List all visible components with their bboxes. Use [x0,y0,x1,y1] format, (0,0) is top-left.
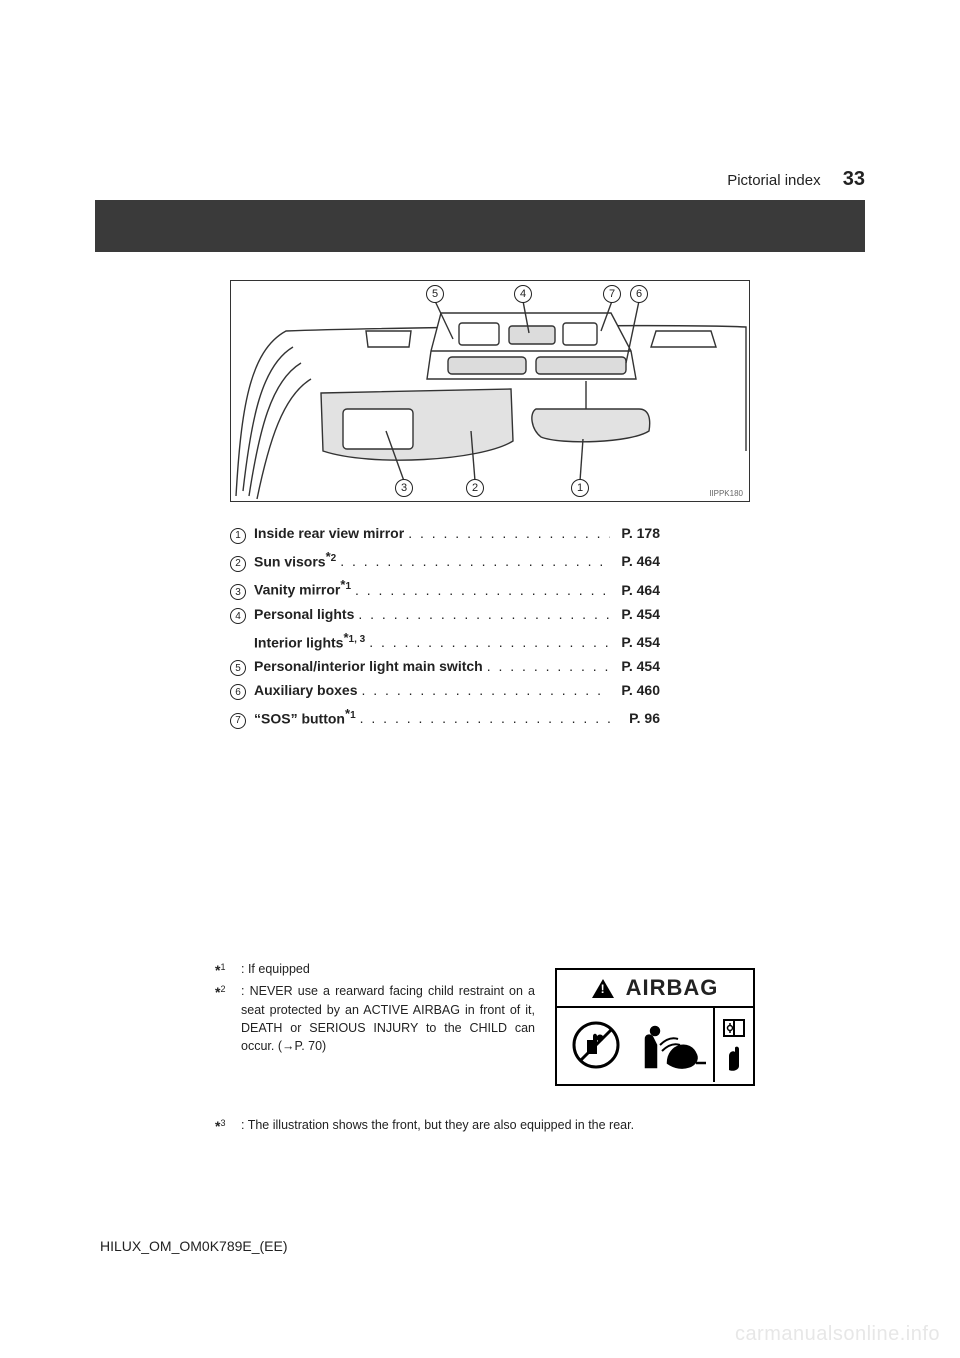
callout-5: 5 [426,285,444,303]
index-row: 0Interior lights*1, 3P. 454 [230,627,660,655]
index-label: “SOS” button*1 [254,703,356,731]
footnote-1-marker: *1 [215,960,241,980]
airbag-warning-box: AIRBAG [555,968,755,1086]
index-footnote-ref: *1, 3 [343,634,365,645]
callout-1: 1 [571,479,589,497]
index-footnote-ref: *2 [326,553,337,564]
index-label: Vanity mirror*1 [254,574,351,602]
page: Pictorial index 33 [0,0,960,1358]
diagram-code: IIPPK180 [709,489,743,498]
callout-2: 2 [466,479,484,497]
page-number: 33 [843,168,865,190]
pictorial-index-list: 1 Inside rear view mirror P. 178 2 Sun visor… [230,522,660,731]
index-page: P. 464 [610,579,660,603]
airbag-label: AIRBAG [626,975,719,1001]
leader-dots [404,522,610,546]
index-number: 7 [230,713,246,729]
diagram-svg [231,281,751,503]
index-number: 1 [230,528,246,544]
leader-dots [336,550,610,574]
leader-dots [365,631,610,655]
section-label: Pictorial index [727,172,820,189]
leader-dots [483,655,610,679]
leader-dots [351,579,610,603]
index-page: P. 178 [610,522,660,546]
index-number: 2 [230,556,246,572]
header-band [95,200,865,252]
index-number: 3 [230,584,246,600]
leader-dots [354,603,610,627]
index-label: Personal lights [254,603,354,627]
callout-7: 7 [603,285,621,303]
index-label: Inside rear view mirror [254,522,404,546]
callout-3: 3 [395,479,413,497]
index-number: 6 [230,684,246,700]
ceiling-diagram: 5 4 7 6 3 2 1 IIPPK180 [230,280,750,502]
index-page: P. 454 [610,655,660,679]
index-page: P. 96 [610,707,660,731]
airbag-pictogram-manual [713,1008,753,1082]
page-header: Pictorial index 33 [727,168,865,191]
index-label: Sun visors*2 [254,546,336,574]
index-row: 5 Personal/interior light main switch P. 4… [230,655,660,679]
index-page: P. 454 [610,603,660,627]
airbag-pictogram-deploy [635,1008,713,1082]
index-row: 4 Personal lights P. 454 [230,603,660,627]
footnote-2-marker: *2 [215,982,241,1055]
footnote-2-text: : NEVER use a rearward facing child rest… [241,982,535,1055]
index-row: 6 Auxiliary boxes P. 460 [230,679,660,703]
index-footnote-ref: *1 [345,710,356,721]
index-row: 7 “SOS” button*1 P. 96 [230,703,660,731]
index-row: 2 Sun visors*2 P. 464 [230,546,660,574]
watermark-text: carmanualsonline.info [735,1323,940,1346]
footnote-1: *1 : If equipped [215,960,535,980]
index-page: P. 454 [610,631,660,655]
airbag-pictogram-prohibit [557,1008,635,1082]
leader-dots [358,679,611,703]
footnote-2: *2 : NEVER use a rearward facing child r… [215,982,535,1055]
index-row: 1 Inside rear view mirror P. 178 [230,522,660,546]
warning-triangle-icon [592,979,614,998]
footnotes: *1 : If equipped *2 : NEVER use a rearwa… [215,960,535,1057]
leader-dots [356,707,610,731]
index-label: Personal/interior light main switch [254,655,483,679]
document-code: HILUX_OM_OM0K789E_(EE) [100,1238,288,1254]
footnote-1-text: : If equipped [241,960,535,980]
footnote-3-text: : The illustration shows the front, but … [241,1118,634,1134]
airbag-header: AIRBAG [557,970,753,1008]
index-number: 4 [230,608,246,624]
index-page: P. 460 [610,679,660,703]
callout-4: 4 [514,285,532,303]
footnote-3: *3 : The illustration shows the front, b… [215,1118,755,1134]
index-number: 5 [230,660,246,676]
index-label: Interior lights*1, 3 [254,627,365,655]
footnote-3-marker: *3 [215,1118,241,1134]
index-label: Auxiliary boxes [254,679,358,703]
index-row: 3 Vanity mirror*1 P. 464 [230,574,660,602]
index-footnote-ref: *1 [340,581,351,592]
callout-6: 6 [630,285,648,303]
index-page: P. 464 [610,550,660,574]
